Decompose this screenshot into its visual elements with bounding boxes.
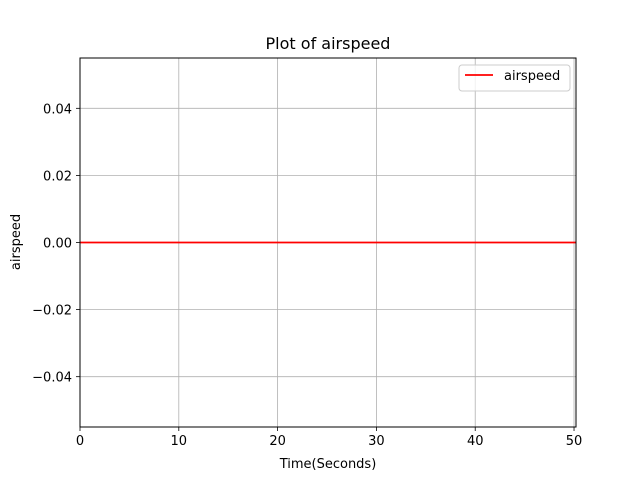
- y-tick-label: −0.02: [32, 304, 72, 319]
- x-tick-label: 30: [368, 434, 385, 449]
- y-tick-label: 0.04: [43, 102, 72, 117]
- x-tick-label: 10: [171, 434, 188, 449]
- y-tick-label: 0.02: [43, 169, 72, 184]
- chart-title: Plot of airspeed: [266, 34, 391, 53]
- x-tick-label: 0: [76, 434, 84, 449]
- y-axis-ticks: −0.04 −0.02 0.00 0.02 0.04: [32, 102, 80, 386]
- y-tick-label: 0.00: [43, 237, 72, 252]
- x-axis-ticks: 0 10 20 30 40 50: [76, 427, 582, 449]
- x-tick-label: 40: [467, 434, 484, 449]
- legend: airspeed: [458, 64, 571, 92]
- x-axis-label: Time(Seconds): [279, 457, 377, 472]
- legend-box: [458, 64, 571, 92]
- legend-label-airspeed: airspeed: [504, 69, 560, 84]
- x-tick-label: 50: [566, 434, 583, 449]
- y-axis-label: airspeed: [9, 214, 24, 270]
- x-tick-label: 20: [269, 434, 286, 449]
- y-tick-label: −0.04: [32, 371, 72, 386]
